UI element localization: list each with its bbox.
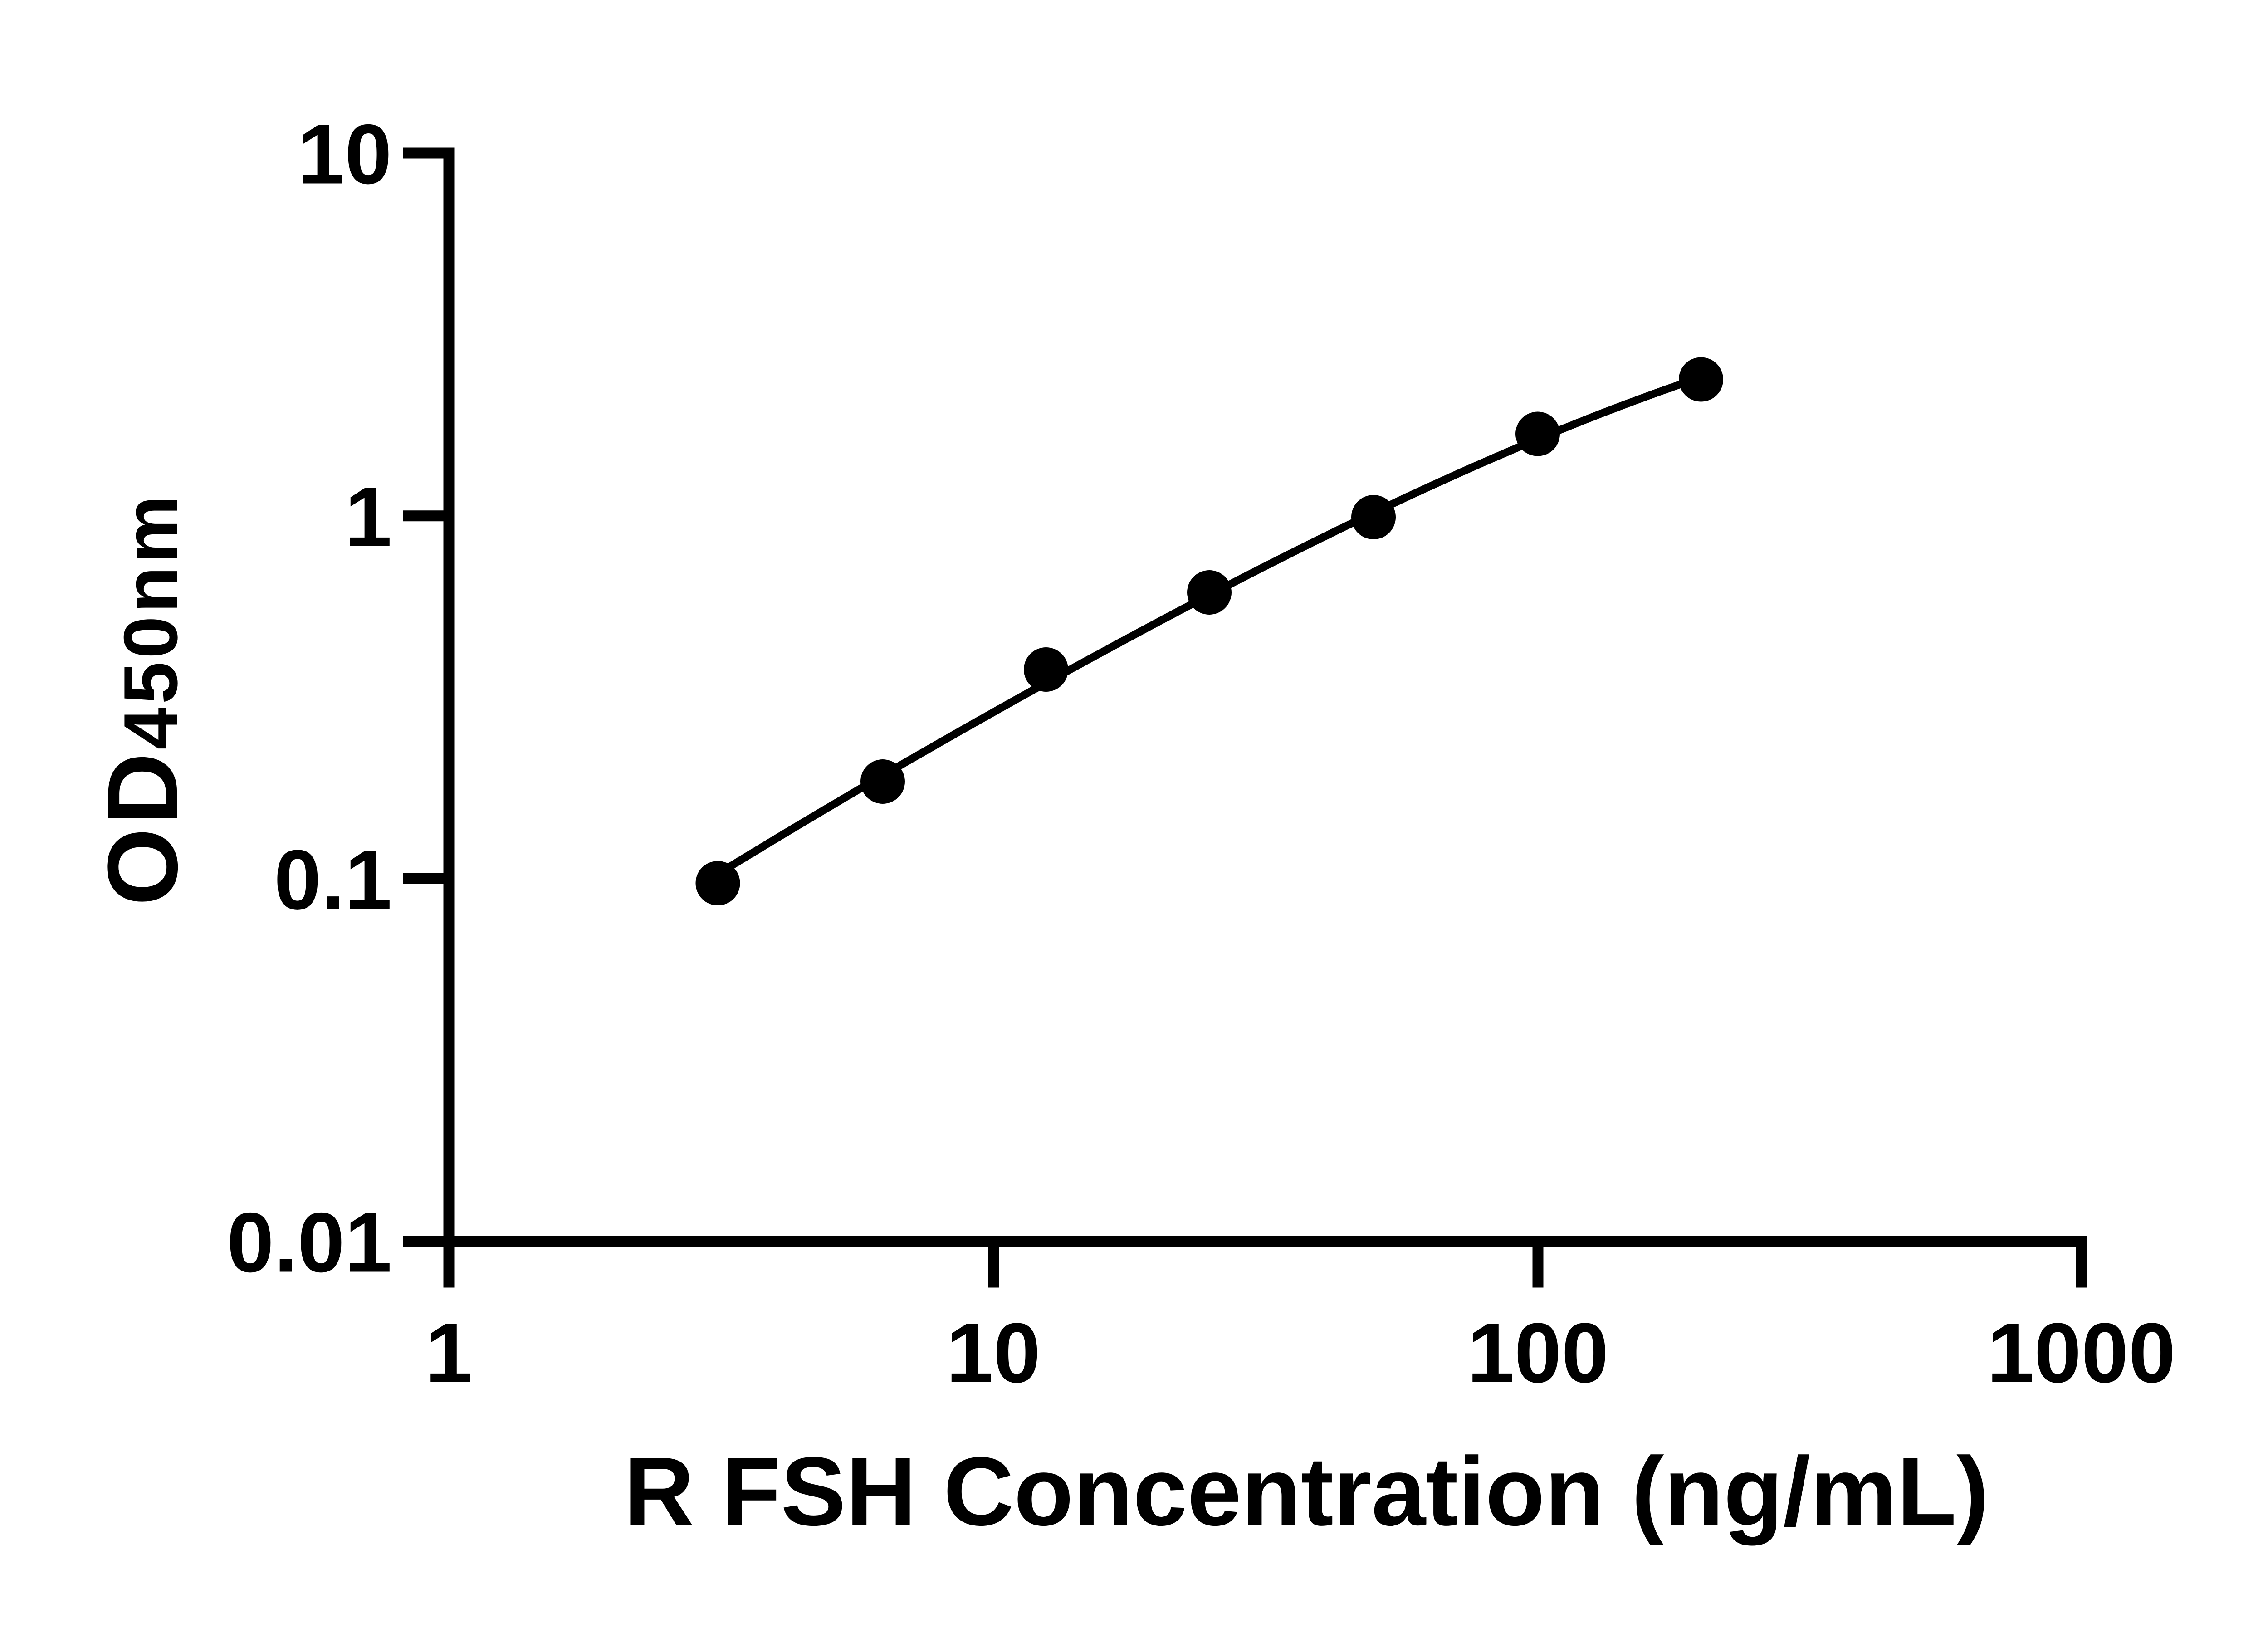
svg-text:1000: 1000 (1987, 1305, 2175, 1400)
svg-text:R FSH Concentration (ng/mL): R FSH Concentration (ng/mL) (624, 1437, 1989, 1546)
svg-text:10: 10 (298, 107, 392, 202)
svg-text:100: 100 (1467, 1305, 1608, 1400)
svg-text:10: 10 (946, 1305, 1041, 1400)
svg-text:0.1: 0.1 (274, 832, 392, 927)
svg-text:1: 1 (425, 1305, 472, 1400)
svg-text:0.01: 0.01 (227, 1195, 392, 1290)
svg-text:1: 1 (345, 469, 392, 564)
